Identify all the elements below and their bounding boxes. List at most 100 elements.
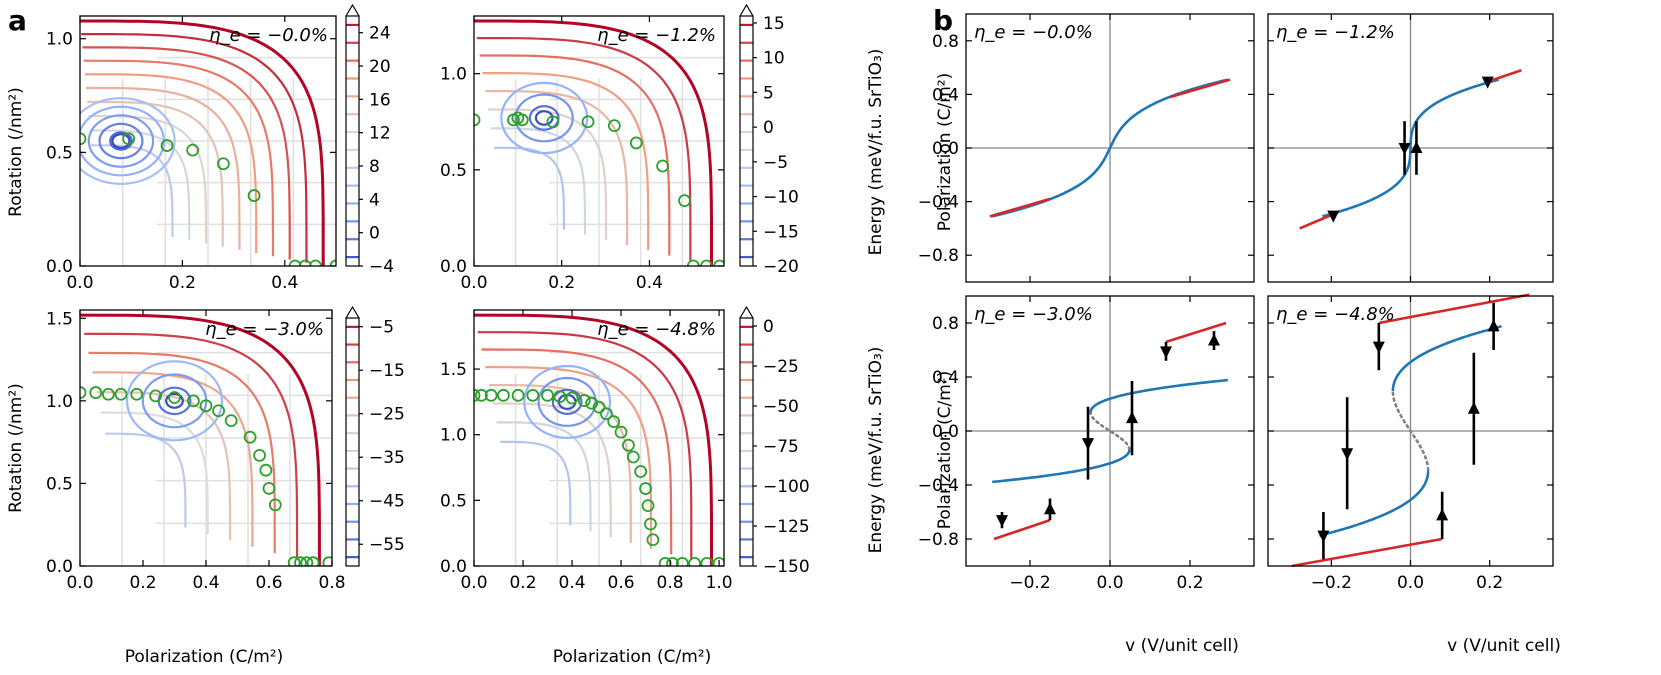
- eta-label: η_e = −1.2%: [1276, 22, 1395, 43]
- x-tick-label: 0.0: [460, 273, 487, 293]
- axis-ticks: 0.0 0.2 0.4 0.0 0.5 1.0: [46, 16, 336, 293]
- path-marker: [216, 157, 230, 171]
- path-marker: [688, 556, 701, 566]
- contour-level: [86, 86, 241, 250]
- red-branch: [1378, 293, 1530, 325]
- path-marker: [526, 388, 540, 402]
- x-tick-label: 0.2: [1176, 573, 1203, 593]
- x-tick-label: 0.0: [460, 573, 487, 593]
- path-marker: [130, 387, 144, 401]
- colorbar-tick-label: 0: [369, 224, 380, 244]
- path-marker: [160, 139, 174, 152]
- y-tick-label: 0.5: [46, 143, 73, 163]
- path-marker: [712, 556, 724, 566]
- y-tick-label: 0.4: [932, 85, 959, 105]
- x-tick-label: 0.6: [608, 573, 635, 593]
- contour-level: [500, 440, 572, 526]
- colorbar-tick-label: 20: [369, 57, 391, 77]
- contour-level: [98, 122, 144, 160]
- path-marker: [622, 438, 635, 452]
- contour-level: [482, 72, 650, 251]
- y-tick-label: 0.0: [440, 257, 467, 277]
- colorbar-tick-label: 10: [763, 49, 785, 69]
- y-tick-label: 0.0: [46, 557, 73, 577]
- y-tick-label: 0.0: [440, 557, 467, 577]
- stable-branch: [1089, 378, 1228, 413]
- colorbar-tick-label: −5: [369, 318, 394, 338]
- jump-arrow: [1372, 341, 1385, 354]
- colorbar-tick-label: −10: [763, 188, 799, 208]
- red-branch: [1165, 321, 1227, 344]
- jump-arrow: [1082, 438, 1094, 451]
- x-tick-label: −0.2: [1009, 573, 1050, 593]
- path-marker: [497, 388, 510, 402]
- contour-level: [528, 105, 560, 131]
- jump-arrow: [1436, 508, 1449, 521]
- path-marker: [641, 499, 655, 513]
- eta-label: η_e = −4.8%: [597, 319, 716, 340]
- x-tick-label: 0.0: [1096, 573, 1123, 593]
- a-xlabel-left: Polarization (C/m²): [125, 647, 283, 667]
- contour-level: [80, 105, 166, 177]
- path-marker: [300, 556, 314, 566]
- stable-branch: [1319, 471, 1430, 537]
- colorbar-tick-label: −50: [763, 397, 799, 417]
- contour-level: [479, 54, 671, 256]
- path-marker: [546, 115, 560, 129]
- path-marker: [322, 556, 332, 566]
- jump-arrow: [1398, 143, 1411, 155]
- x-tick-label: 0.4: [192, 573, 219, 593]
- stable-branch: [1322, 78, 1499, 218]
- hysteresis-plot: [966, 14, 1254, 282]
- axis-ticks: −0.20.00.20.80.40.0−0.4−0.8: [918, 14, 1254, 282]
- path-marker: [212, 404, 226, 418]
- path-marker: [253, 448, 266, 462]
- x-tick-label: 0.4: [636, 273, 663, 293]
- contour-level: [477, 331, 693, 561]
- y-tick-label: −0.4: [918, 476, 959, 496]
- contour-level: [481, 348, 673, 555]
- x-tick-label: 0.4: [559, 573, 586, 593]
- jump-arrow: [1481, 76, 1494, 89]
- colorbar-tick-label: 12: [369, 124, 391, 144]
- jump-arrow: [1467, 401, 1480, 414]
- y-tick-label: 0.4: [932, 368, 959, 388]
- axis-ticks: −0.2 0.0 0.2: [1268, 296, 1553, 593]
- contour-plot: [474, 16, 724, 266]
- x-tick-label: 0.2: [169, 273, 196, 293]
- path-marker: [646, 533, 660, 547]
- y-tick-label: 1.5: [440, 360, 467, 380]
- colorbar-tick-label: −125: [763, 517, 810, 537]
- colorbar-tick-label: 5: [763, 83, 774, 103]
- contour-level: [523, 364, 612, 439]
- contour-level: [83, 59, 275, 257]
- red-branch: [1169, 78, 1231, 99]
- colorbar-frame: [345, 15, 360, 267]
- y-tick-label: 1.0: [440, 426, 467, 446]
- path-marker: [515, 113, 529, 127]
- contour-plot: [80, 310, 332, 566]
- path-marker: [634, 465, 648, 478]
- contour-level: [88, 115, 208, 244]
- path-marker: [675, 556, 689, 566]
- path-marker: [565, 391, 579, 405]
- y-tick-label: 0.0: [932, 139, 959, 159]
- a-xlabel-right: Polarization (C/m²): [553, 647, 711, 667]
- x-tick-label: 0.2: [548, 273, 575, 293]
- contour-level: [87, 114, 155, 168]
- unstable-branch: [1391, 390, 1430, 472]
- x-tick-label: −0.2: [1311, 573, 1352, 593]
- path-marker: [101, 387, 115, 401]
- red-branch: [989, 197, 1051, 218]
- y-tick-label: 0.0: [932, 422, 959, 442]
- panel-label-a: a: [8, 4, 27, 37]
- path-marker: [224, 414, 238, 428]
- x-tick-label: 0.4: [271, 273, 298, 293]
- red-branch: [1489, 69, 1522, 83]
- path-marker: [713, 259, 724, 266]
- x-tick-label: 0.2: [129, 573, 156, 593]
- plot-frame: [473, 15, 725, 267]
- path-marker: [114, 387, 128, 401]
